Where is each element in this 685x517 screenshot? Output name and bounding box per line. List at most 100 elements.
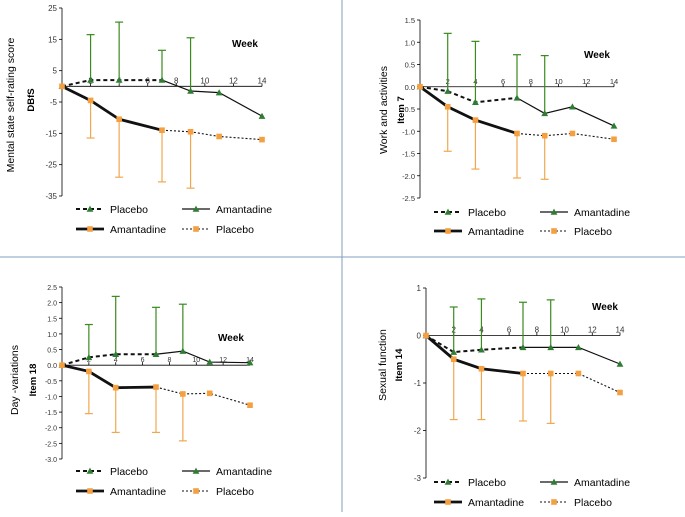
marker-square [180, 391, 186, 397]
x-tick-label: 2 [87, 357, 91, 364]
marker-triangle [152, 350, 160, 357]
legend: Placebo Amantadine Amantadine Placebo [76, 204, 272, 236]
line-orange-amantadine [61, 85, 163, 132]
x-tick-label: 10 [200, 76, 209, 85]
y-tick-label: -5 [50, 98, 58, 107]
line-orange-amantadine [425, 334, 524, 375]
marker-square [59, 83, 65, 90]
line-green-amantadine [155, 350, 251, 364]
x-tick-label: 4 [114, 357, 118, 364]
x-tick-label: 8 [529, 77, 533, 86]
x-tick-label: 8 [535, 326, 540, 335]
y-tick-label: 2.0 [47, 301, 57, 308]
y-tick-label: 25 [48, 4, 57, 13]
legend-marker-orange-placebo [551, 499, 557, 505]
marker-square [417, 83, 423, 90]
marker-square [112, 384, 119, 391]
marker-triangle [115, 76, 123, 83]
x-axis-title: Week [584, 50, 610, 61]
y-tick-label: 1.5 [47, 316, 57, 323]
legend-marker-orange-placebo [193, 226, 199, 232]
y-tick-label: -2.5 [402, 194, 415, 203]
marker-square [547, 370, 554, 377]
line-green-placebo [61, 79, 162, 88]
legend-marker-green-amantadine [192, 467, 200, 474]
legend-label: Amantadine [216, 204, 272, 216]
x-tick-label: 10 [554, 77, 562, 86]
line-orange-placebo [516, 132, 615, 140]
x-tick-label: 12 [588, 326, 597, 335]
y-axis-subtitle: DBfS [26, 88, 37, 111]
marker-triangle [158, 76, 166, 83]
line-green-amantadine [523, 346, 621, 365]
legend-marker-green-placebo [86, 205, 94, 212]
marker-square [472, 117, 479, 123]
y-axis-title: Mental state self-rating score [5, 37, 17, 172]
marker-square [259, 136, 265, 143]
legend: Placebo Amantadine Amantadine Placebo [434, 207, 630, 238]
y-tick-label: -25 [45, 161, 57, 170]
y-tick-label: -1.5 [402, 150, 415, 159]
y-axis-title: Day -variations [9, 345, 21, 415]
y-tick-label: 15 [48, 35, 57, 44]
marker-square [423, 332, 429, 339]
y-tick-label: -1 [414, 379, 422, 388]
y-tick-label: 1.0 [47, 332, 57, 339]
marker-triangle [616, 360, 624, 367]
x-tick-label: 12 [582, 77, 590, 86]
legend-marker-green-placebo [444, 478, 452, 485]
y-tick-label: -2.5 [45, 441, 57, 448]
legend-marker-green-amantadine [192, 205, 200, 212]
marker-triangle [478, 346, 485, 353]
legend-label: Placebo [468, 477, 506, 489]
y-tick-label: -1.0 [402, 127, 415, 136]
marker-square [247, 402, 253, 409]
y-tick-label: 0 [417, 332, 422, 341]
y-tick-label: 1 [417, 284, 422, 293]
y-tick-label: 5 [53, 67, 58, 76]
x-axis-title: Week [232, 39, 258, 50]
marker-triangle [472, 98, 479, 106]
marker-triangle [569, 103, 576, 110]
line-orange-placebo [161, 129, 263, 141]
marker-triangle [87, 76, 94, 83]
y-tick-label: 2.5 [47, 285, 57, 292]
marker-square [444, 103, 451, 110]
marker-triangle [246, 359, 254, 366]
legend-label: Placebo [574, 497, 612, 509]
marker-square [206, 390, 213, 397]
y-tick-label: -35 [45, 192, 57, 201]
marker-triangle [450, 348, 458, 355]
x-tick-label: 10 [192, 357, 200, 364]
legend-label: Amantadine [574, 477, 630, 489]
y-tick-label: -0.5 [45, 379, 57, 386]
marker-square [478, 365, 485, 372]
marker-square [569, 130, 576, 137]
legend-marker-orange-placebo [193, 488, 199, 494]
legend-label: Placebo [216, 224, 254, 236]
x-tick-label: 8 [174, 76, 179, 85]
line-green-amantadine [161, 79, 263, 117]
chart-item7: 1.51.00.50.0-0.5-1.0-1.5-2.0-2.524681012… [378, 16, 630, 238]
y-tick-label: 0.5 [405, 61, 415, 70]
legend-marker-green-amantadine [550, 208, 558, 215]
y-tick-label: -15 [45, 129, 57, 138]
legend-label: Amantadine [216, 466, 272, 478]
line-green-placebo [425, 334, 524, 354]
marker-square [59, 362, 65, 368]
y-axis-subtitle: Item 14 [394, 348, 405, 381]
line-orange-placebo [155, 386, 251, 406]
y-axis-subtitle: Item 18 [28, 364, 39, 397]
legend-marker-orange-amantadine [445, 228, 451, 234]
line-orange-amantadine [419, 85, 518, 135]
x-tick-label: 12 [229, 76, 238, 85]
y-axis-subtitle: Item 7 [396, 96, 407, 123]
line-green-placebo [419, 85, 518, 104]
legend: Placebo Amantadine Amantadine Placebo [434, 477, 630, 509]
marker-square [611, 136, 617, 143]
y-tick-label: -2.0 [45, 426, 57, 433]
chart-item14: 10-1-2-32468101214WeekSexual functionIte… [377, 284, 630, 509]
legend-label: Amantadine [110, 486, 166, 498]
